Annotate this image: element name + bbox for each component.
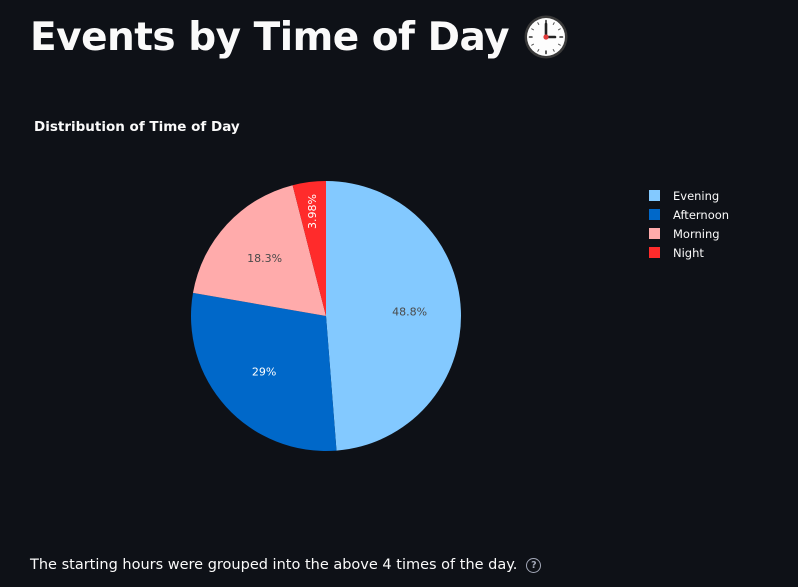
caption-text: The starting hours were grouped into the… xyxy=(30,557,518,573)
pie-label-afternoon: 29% xyxy=(252,365,276,378)
legend-swatch-morning[interactable] xyxy=(649,228,660,239)
pie-slice-labels: 48.8% 29% 18.3% 3.98% xyxy=(247,194,427,378)
clock-icon xyxy=(523,14,569,60)
page-title: Events by Time of Day xyxy=(30,14,569,60)
legend-label-night[interactable]: Night xyxy=(673,246,704,260)
pie-label-evening: 48.8% xyxy=(392,306,427,319)
caption: The starting hours were grouped into the… xyxy=(30,557,542,573)
legend-label-morning[interactable]: Morning xyxy=(673,227,720,241)
legend-label-afternoon[interactable]: Afternoon xyxy=(673,208,729,222)
pie-slice-night[interactable] xyxy=(292,181,326,316)
pie-slice-evening[interactable] xyxy=(326,181,462,451)
question-circle-icon[interactable]: ? xyxy=(526,557,542,573)
pie-slices xyxy=(190,181,462,452)
pie-chart-svg: Distribution of Time of Day 48.8% 29% 18.3… xyxy=(34,119,729,452)
legend-label-evening[interactable]: Evening xyxy=(673,189,719,203)
pie-slice-afternoon[interactable] xyxy=(190,292,337,452)
legend-swatch-afternoon[interactable] xyxy=(649,209,660,220)
pie-label-night: 3.98% xyxy=(306,194,319,229)
legend-swatch-evening[interactable] xyxy=(649,190,660,201)
pie-chart: Distribution of Time of Day 48.8% 29% 18.3… xyxy=(0,100,798,540)
chart-legend: Evening Afternoon Morning Night xyxy=(649,189,729,260)
pie-label-morning: 18.3% xyxy=(247,252,282,265)
page-title-text: Events by Time of Day xyxy=(30,14,510,60)
chart-title: Distribution of Time of Day xyxy=(34,119,240,135)
pie-slice-morning[interactable] xyxy=(192,185,326,316)
legend-swatch-night[interactable] xyxy=(649,247,660,258)
